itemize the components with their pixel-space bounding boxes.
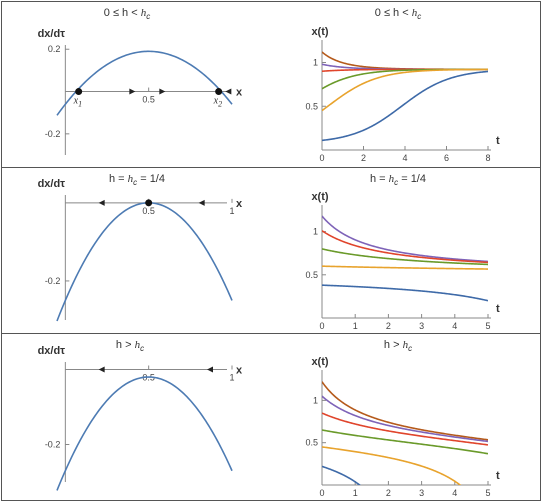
y-tick-label: 0.5 (305, 101, 318, 111)
series-line (322, 68, 488, 112)
y-axis-label: dx/dτ (38, 28, 66, 40)
x-tick-label: 0.5 (142, 206, 155, 216)
y-tick-label: 0.2 (48, 44, 61, 54)
flow-arrow (98, 366, 105, 373)
x-axis-label: t (496, 135, 500, 147)
x-tick-label: 5 (485, 321, 490, 331)
y-tick-label: -0.2 (45, 440, 61, 450)
time-panel-6: x(t) t 0.5 1 0 1 2 3 4 5 (305, 356, 500, 498)
panel-title-5: h > hc (116, 339, 144, 353)
series-line (322, 265, 488, 270)
x-tick-label: 0 (319, 321, 324, 331)
row-frame-3 (1, 333, 541, 501)
y-tick-label: 0.5 (305, 270, 318, 280)
panel-title-1: 0 ≤ h < hc (104, 7, 150, 21)
series-line (322, 248, 488, 266)
series-line (322, 429, 488, 455)
phase-curve (56, 202, 233, 322)
phase-curve (56, 376, 233, 491)
series-line (322, 381, 488, 441)
series-line (322, 446, 462, 485)
phase-curve (56, 50, 233, 116)
x-tick-label: 1 (229, 206, 234, 216)
series-line (322, 70, 488, 142)
x-tick-label: 3 (419, 488, 424, 498)
time-panel-4: x(t) t 0.5 1 0 1 2 3 4 5 (305, 191, 500, 331)
phase-panel-1: dx/dτ x 0.2 -0.2 0.5 x1 x2 (38, 28, 243, 155)
series-line (322, 395, 488, 443)
flow-arrow (207, 366, 213, 373)
phase-panel-3: dx/dτ x -0.2 0.5 1 (38, 178, 243, 322)
series-lines (322, 215, 488, 302)
x-tick-label: 1 (229, 373, 234, 383)
series-lines (322, 51, 488, 142)
x-tick-label: 2 (386, 488, 391, 498)
y-tick-label: 1 (313, 227, 318, 237)
y-tick-label: 1 (313, 58, 318, 68)
flow-arrow (159, 88, 166, 95)
series-line (322, 215, 488, 263)
y-axis-label: dx/dτ (38, 345, 66, 357)
fixed-point-label: x2 (213, 96, 222, 109)
x-axis-label: t (496, 303, 500, 315)
x-tick-label: 4 (452, 321, 457, 331)
x-tick-label: 1 (353, 488, 358, 498)
series-line (322, 284, 488, 302)
series-line (322, 465, 361, 485)
y-axis-label: x(t) (311, 26, 328, 38)
x-tick-label: 4 (402, 153, 407, 163)
x-tick-label: 0.5 (142, 95, 155, 105)
y-tick-label: -0.2 (45, 276, 61, 286)
series-line (322, 412, 488, 446)
y-axis-label: dx/dτ (38, 178, 66, 190)
panel-title-6: h > hc (384, 339, 412, 353)
time-panel-2: x(t) t 0.5 1 0 2 4 6 8 (305, 26, 500, 163)
y-tick-label: 1 (313, 395, 318, 405)
x-tick-label: 2 (361, 153, 366, 163)
panel-title-2: 0 ≤ h < hc (375, 7, 421, 21)
y-tick-label: 0.5 (305, 438, 318, 448)
x-tick-label: 6 (444, 153, 449, 163)
x-axis-label: t (496, 470, 500, 482)
flow-arrow (198, 199, 205, 206)
flow-arrow (98, 199, 105, 206)
x-tick-label: 0 (319, 153, 324, 163)
x-tick-label: 2 (386, 321, 391, 331)
series-lines (322, 381, 488, 485)
panel-title-3: h = hc = 1/4 (109, 173, 165, 187)
y-axis-label: x(t) (311, 191, 328, 203)
fixed-point-label: x1 (73, 96, 82, 109)
x-tick-label: 3 (419, 321, 424, 331)
x-tick-label: 1 (353, 321, 358, 331)
x-tick-label: 4 (452, 488, 457, 498)
x-tick-label: 0 (319, 488, 324, 498)
flow-arrow (225, 88, 232, 95)
panel-title-4: h = hc = 1/4 (370, 173, 426, 187)
series-line (322, 51, 488, 71)
y-tick-label: -0.2 (45, 129, 61, 139)
row-frame-2 (1, 167, 541, 334)
x-tick-label: 8 (485, 153, 490, 163)
series-line (322, 230, 488, 264)
flow-arrow (129, 88, 136, 95)
x-axis-label: x (236, 87, 243, 99)
y-axis-label: x(t) (311, 356, 328, 368)
x-tick-label: 5 (485, 488, 490, 498)
x-axis-label: x (236, 198, 243, 210)
x-axis-label: x (236, 365, 243, 377)
fixed-point (75, 88, 83, 96)
fixed-point (215, 88, 223, 96)
fixed-point (145, 199, 153, 207)
phase-panel-5: dx/dτx-0.20.5 1 (38, 345, 243, 491)
